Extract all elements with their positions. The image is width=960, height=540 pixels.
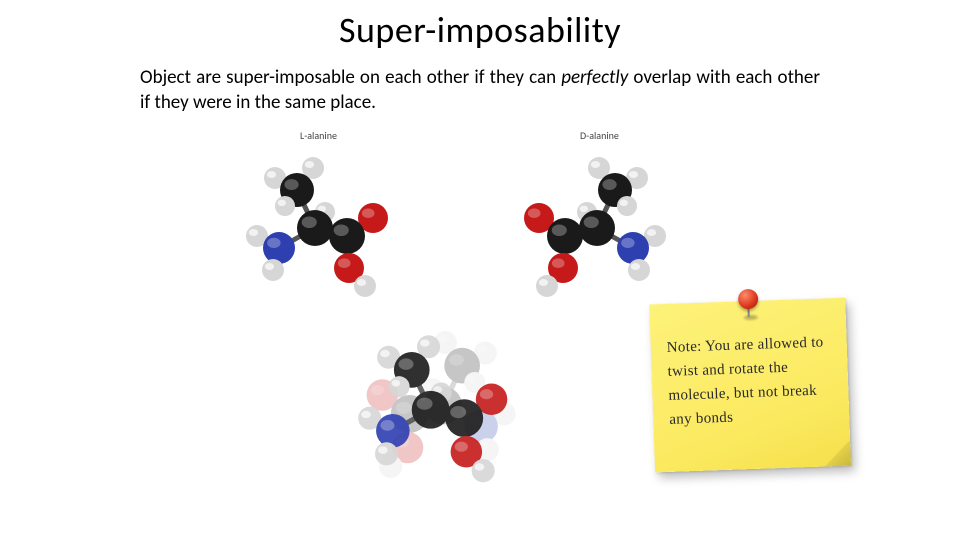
molecule-d-alanine (520, 153, 670, 306)
pushpin-icon (737, 289, 760, 318)
definition-text: Object are super-imposable on each other… (140, 66, 820, 115)
page-title: Super-imposability (0, 0, 960, 52)
molecule-area: L-alanine D-alanine Note: You are allowe… (0, 115, 960, 495)
def-emph: perfectly (561, 66, 628, 89)
sticky-paper: Note: You are allowed to twist and rotat… (649, 298, 851, 473)
label-d-alanine: D-alanine (580, 129, 619, 142)
sticky-note: Note: You are allowed to twist and rotat… (649, 288, 855, 475)
sticky-text: Note: You are allowed to twist and rotat… (667, 335, 824, 428)
def-prefix: Object are super-imposable on each other… (140, 66, 561, 89)
molecule-l-alanine (242, 153, 392, 306)
label-l-alanine: L-alanine (300, 129, 337, 142)
